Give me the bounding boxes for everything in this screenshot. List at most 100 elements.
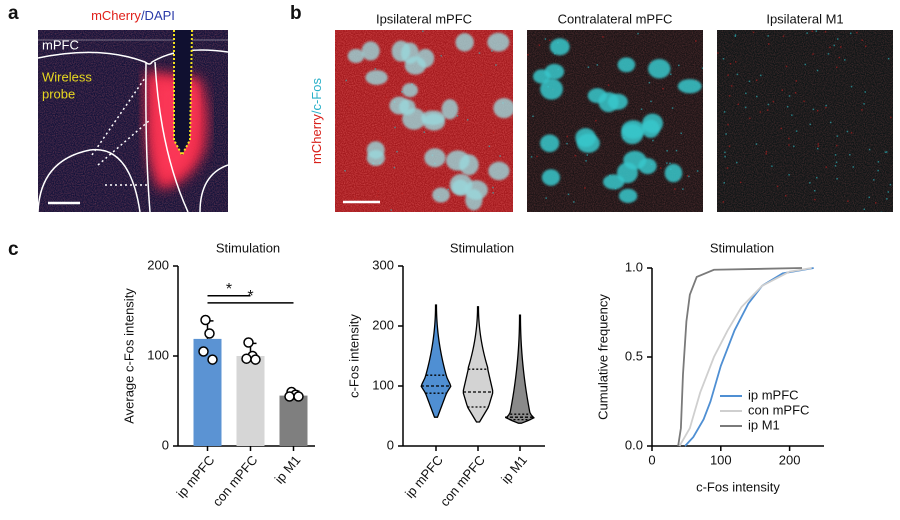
speck [850,32,852,35]
y-tick-label: 1.0 [625,259,643,274]
speck [861,109,863,111]
speck [566,135,569,138]
speck [766,109,769,111]
nucleus [603,174,625,190]
speck [755,143,758,145]
speck [782,35,785,37]
speck [767,35,769,37]
speck [864,45,867,47]
speck [850,85,853,88]
speck [671,107,674,109]
speck [811,30,814,33]
x-axis-label: c-Fos intensity [696,479,780,494]
speck [376,194,379,197]
speck [390,209,392,211]
speck [607,84,610,86]
data-point [250,354,261,365]
speck [795,80,798,82]
x-tick-label: 100 [710,452,732,467]
speck [868,148,871,151]
speck [678,64,680,67]
speck [723,111,726,113]
nucleus [618,188,638,203]
speck [596,64,599,66]
speck [736,73,739,76]
speck [405,72,408,75]
speck [793,145,795,148]
speck [815,30,818,32]
violin [462,306,494,423]
speck [749,117,751,120]
y-tick-label: 0 [162,437,169,452]
speck [880,211,883,212]
y-tick-label: 0 [387,437,394,452]
speck [669,162,671,165]
speck [536,155,538,158]
speck [423,131,426,133]
speck [670,73,672,76]
speck [812,53,814,55]
panel-label: c [8,239,19,260]
panel-label: b [290,3,302,24]
speck [861,39,863,42]
speck [674,188,676,190]
nucleus [540,134,560,153]
speck [846,130,849,133]
speck [815,176,818,179]
speck [816,69,819,72]
legend-label: ip M1 [748,417,780,432]
violin [420,304,452,418]
speck [765,152,767,155]
speck [566,142,568,145]
speck [887,57,890,60]
speck [659,167,662,169]
image [717,30,893,212]
speck [752,31,755,34]
chart-title: Stimulation [450,240,514,255]
speck [499,155,501,157]
y-axis-label: Cumulative frequency [595,294,610,420]
nucleus [487,32,510,52]
speck [827,53,830,55]
speck [829,121,832,124]
speck [724,155,726,158]
speck [549,39,551,41]
speck [585,160,587,162]
speck [379,136,382,139]
speck [401,91,403,93]
speck [666,162,668,164]
speck [717,52,719,54]
speck [863,103,865,105]
speck [825,104,827,107]
y-tick-label: 100 [147,347,169,362]
speck [850,132,853,134]
speck [816,147,819,150]
nucleus [465,189,483,211]
x-tick-label: con mPFC [437,452,488,509]
speck [885,151,888,153]
speck [863,208,866,211]
speck [344,170,346,172]
nucleus [391,40,411,62]
speck [852,166,855,168]
speck [377,190,379,193]
speck [786,105,789,108]
speck [768,43,770,45]
x-tick-label: 0 [648,452,655,467]
speck [795,130,798,132]
speck [726,167,729,169]
speck [785,65,788,68]
speck [817,143,819,145]
speck [748,80,751,83]
speck [675,149,678,152]
speck [728,95,731,97]
speck [348,104,351,106]
speck [809,123,811,126]
nucleus [389,96,410,115]
speck [814,198,816,201]
speck [788,174,790,176]
speck [447,188,450,191]
image-title: Contralateral mPFC [558,11,673,26]
speck [696,170,699,172]
